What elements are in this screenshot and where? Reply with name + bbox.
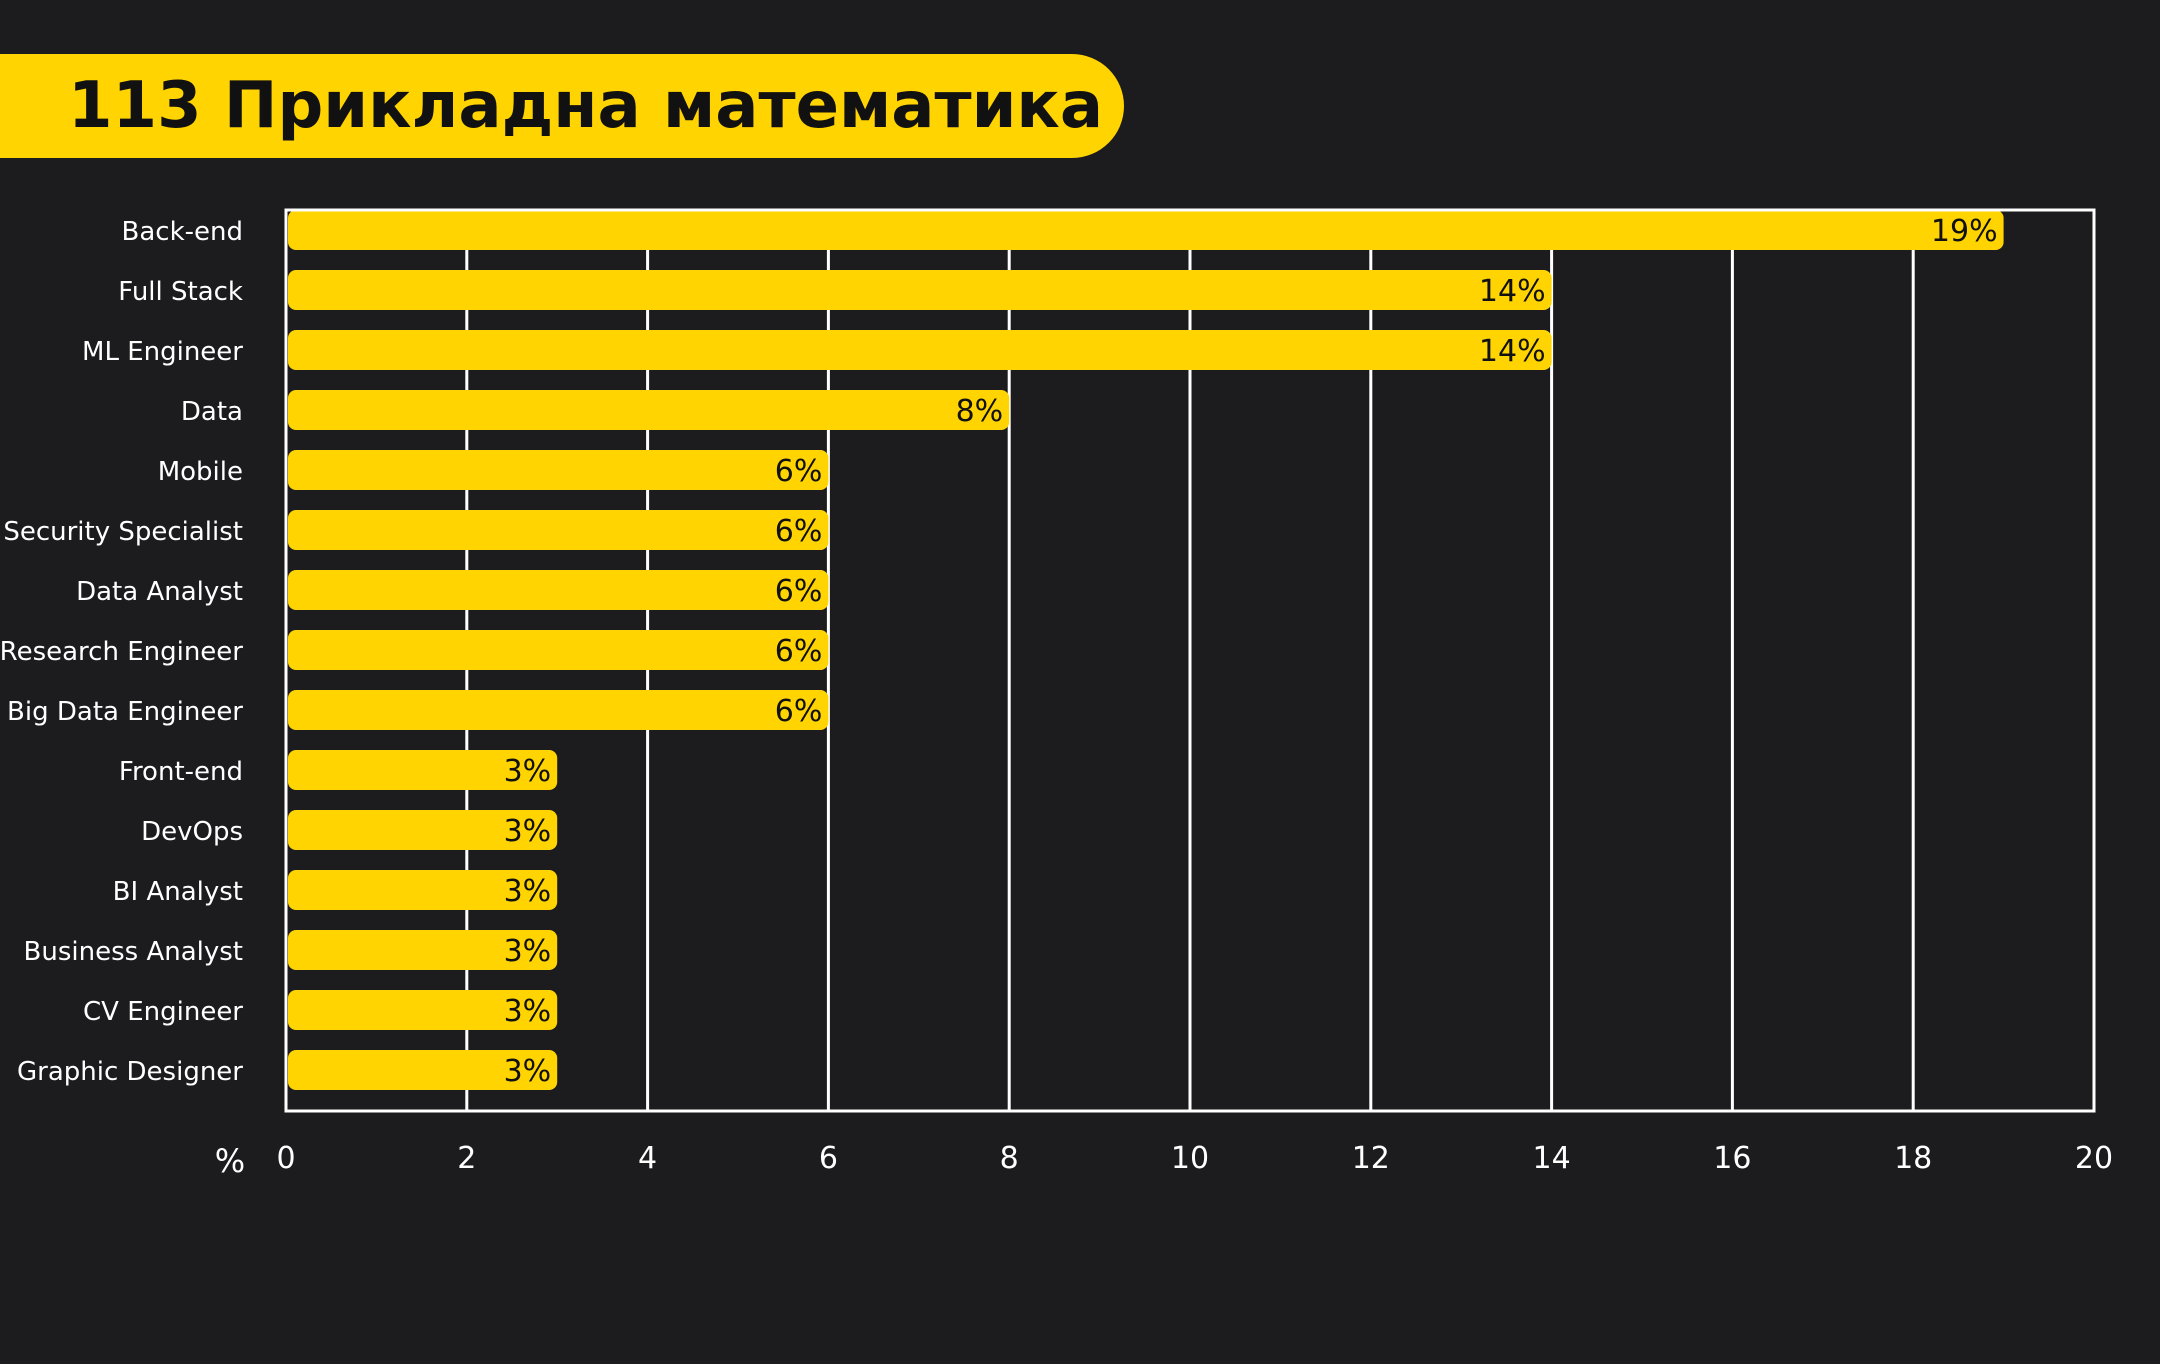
bar-5: [288, 510, 829, 550]
bar-14: [288, 1050, 558, 1090]
category-label-9: Front-end: [119, 757, 243, 787]
x-tick-label-7: 14: [1533, 1141, 1571, 1176]
data-label-1: 14%: [1479, 274, 1546, 309]
data-label-8: 6%: [775, 694, 823, 729]
data-label-9: 3%: [504, 754, 552, 789]
bar-11: [288, 870, 558, 910]
x-axis-label: %: [215, 1142, 245, 1180]
data-label-3: 8%: [956, 394, 1004, 429]
x-tick-label-10: 20: [2075, 1141, 2113, 1176]
category-label-2: ML Engineer: [82, 337, 243, 367]
category-label-12: Business Analyst: [24, 937, 243, 967]
bar-6: [288, 570, 829, 610]
x-tick-label-6: 12: [1352, 1141, 1390, 1176]
data-label-4: 6%: [775, 454, 823, 489]
category-label-13: CV Engineer: [83, 997, 243, 1027]
bar-9: [288, 750, 558, 790]
data-label-12: 3%: [504, 934, 552, 969]
bar-2: [288, 330, 1552, 370]
category-label-3: Data: [181, 397, 243, 427]
data-label-14: 3%: [504, 1054, 552, 1089]
category-label-7: Research Engineer: [0, 637, 243, 667]
bar-1: [288, 270, 1552, 310]
data-label-2: 14%: [1479, 334, 1546, 369]
category-label-6: Data Analyst: [76, 577, 243, 607]
x-tick-label-4: 8: [1000, 1141, 1019, 1176]
data-label-0: 19%: [1931, 214, 1998, 249]
bar-10: [288, 810, 558, 850]
x-tick-label-3: 6: [819, 1141, 838, 1176]
bar-3: [288, 390, 1010, 430]
bar-8: [288, 690, 829, 730]
data-label-5: 6%: [775, 514, 823, 549]
bar-0: [288, 210, 2004, 250]
title-banner: 113 Прикладна математика: [0, 54, 1124, 158]
bar-12: [288, 930, 558, 970]
category-label-5: Security Specialist: [3, 517, 243, 547]
x-tick-label-5: 10: [1171, 1141, 1209, 1176]
category-label-4: Mobile: [158, 457, 243, 487]
data-label-7: 6%: [775, 634, 823, 669]
category-label-14: Graphic Designer: [17, 1057, 243, 1087]
category-label-8: Big Data Engineer: [7, 697, 243, 727]
x-tick-label-9: 18: [1894, 1141, 1932, 1176]
category-label-11: BI Analyst: [113, 877, 243, 907]
bar-13: [288, 990, 558, 1030]
x-tick-label-0: 0: [276, 1141, 295, 1176]
category-label-0: Back-end: [122, 217, 243, 247]
bar-7: [288, 630, 829, 670]
bar-4: [288, 450, 829, 490]
plot-frame: [284, 208, 2096, 1113]
page-title: 113 Прикладна математика: [68, 69, 1104, 143]
data-label-10: 3%: [504, 814, 552, 849]
data-label-13: 3%: [504, 994, 552, 1029]
x-tick-label-2: 4: [638, 1141, 657, 1176]
data-label-11: 3%: [504, 874, 552, 909]
category-label-1: Full Stack: [118, 277, 243, 307]
data-label-6: 6%: [775, 574, 823, 609]
x-tick-label-8: 16: [1713, 1141, 1751, 1176]
category-label-10: DevOps: [141, 817, 243, 847]
x-tick-label-1: 2: [457, 1141, 476, 1176]
